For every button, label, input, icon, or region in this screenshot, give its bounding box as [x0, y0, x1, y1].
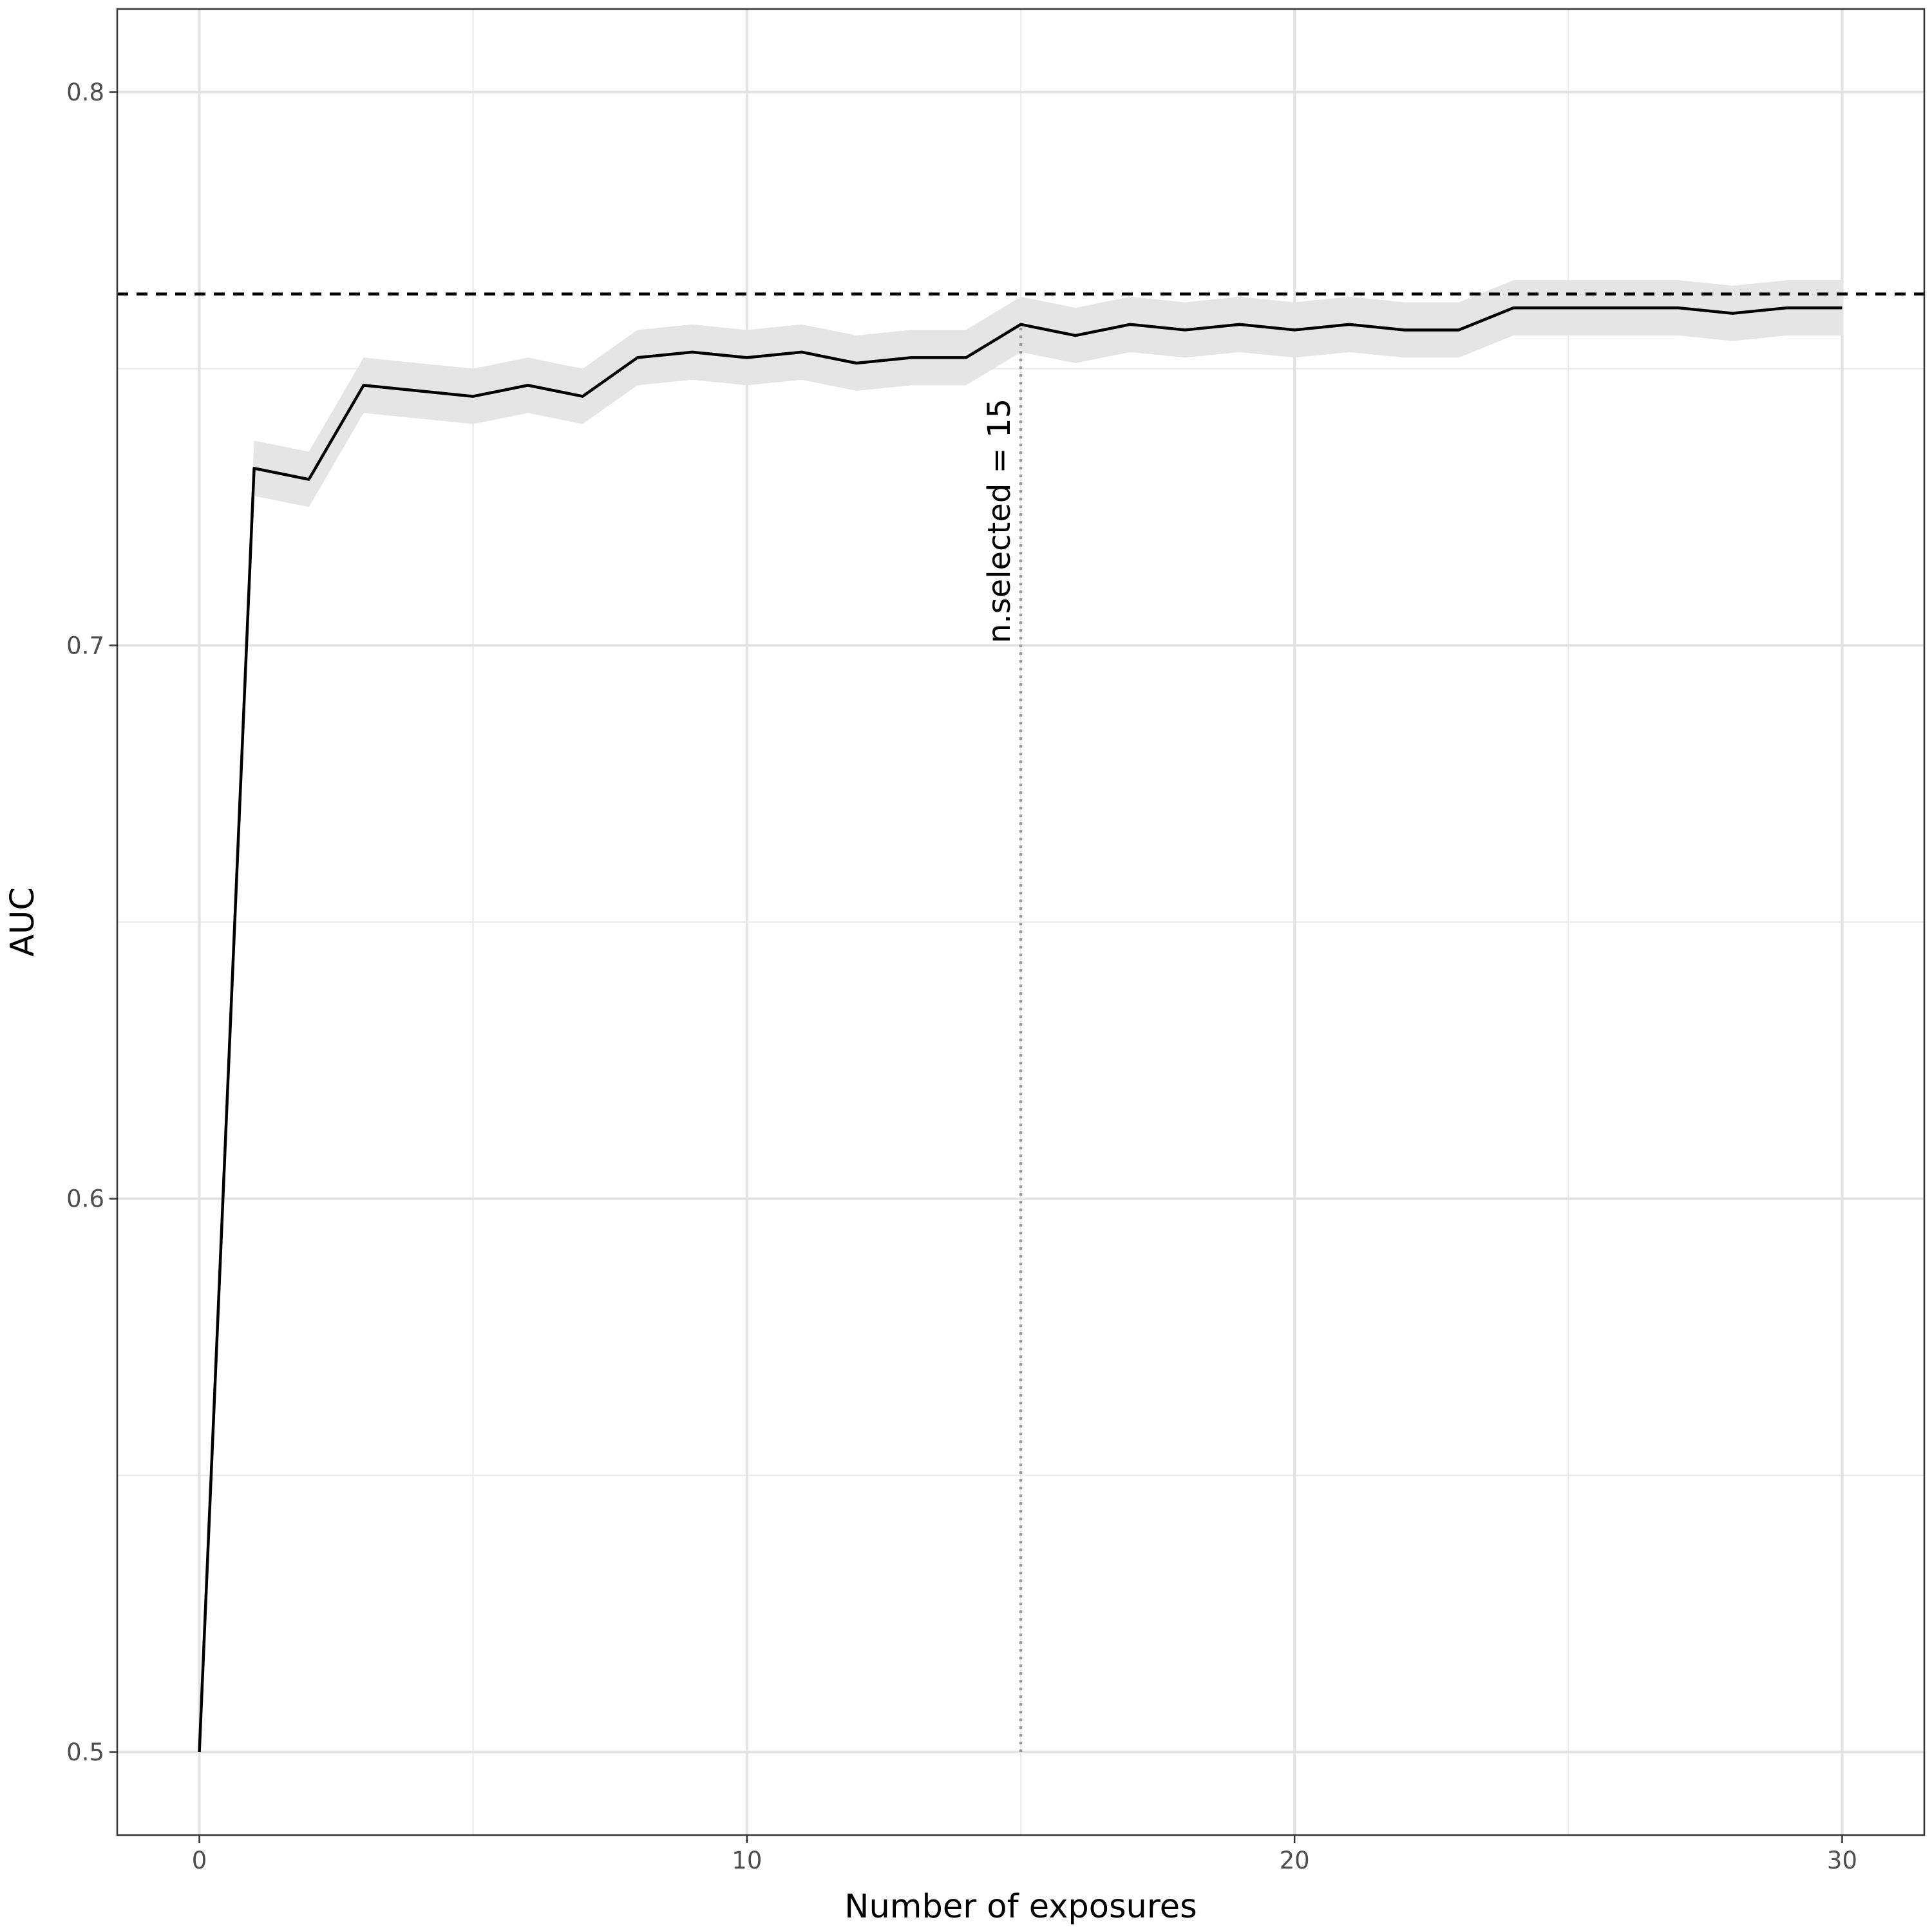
x-tick-label: 30 — [1827, 1847, 1857, 1874]
y-tick-label: 0.8 — [66, 79, 104, 106]
panel-border — [116, 8, 1926, 1836]
series-lines — [198, 306, 1842, 1753]
y-tick-label: 0.6 — [66, 1185, 104, 1213]
n-selected-annotation: n.selected = 15 — [981, 399, 1018, 643]
x-tick-label: 20 — [1280, 1847, 1310, 1874]
y-axis-title: AUC — [4, 887, 42, 957]
x-axis-title: Number of exposures — [844, 1888, 1197, 1926]
annotations: n.selected = 15 — [981, 399, 1018, 643]
x-tick-label: 10 — [732, 1847, 762, 1874]
y-tick-label: 0.7 — [66, 632, 104, 659]
x-tick-label: 0 — [192, 1847, 207, 1874]
auc-line — [198, 306, 1842, 1753]
y-axis-ticks: 0.5 0.6 0.7 0.8 — [66, 79, 117, 1766]
x-axis-ticks: 0 10 20 30 — [192, 1835, 1857, 1874]
y-tick-label: 0.5 — [66, 1738, 104, 1766]
